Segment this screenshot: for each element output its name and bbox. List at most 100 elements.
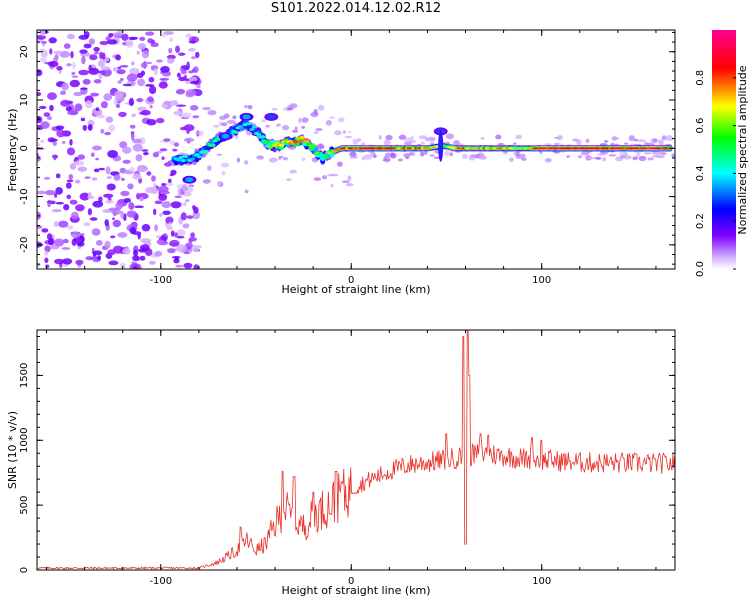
halo-blob — [603, 140, 609, 143]
noise-blob — [159, 148, 168, 152]
ridge-segment — [297, 140, 303, 144]
noise-blob — [175, 45, 180, 53]
noise-blob — [117, 80, 122, 84]
noise-blob — [112, 245, 124, 254]
halo-blob — [244, 104, 248, 109]
noise-blob — [62, 238, 69, 244]
ridge-segment — [292, 140, 298, 144]
noise-blob — [174, 195, 182, 199]
halo-blob — [665, 135, 673, 142]
noise-blob — [41, 40, 47, 44]
noise-blob — [190, 105, 199, 111]
ridge-segment — [180, 158, 186, 163]
halo-blob — [585, 138, 590, 143]
noise-blob — [83, 43, 92, 49]
halo-blob — [338, 117, 345, 123]
noise-blob — [105, 36, 111, 42]
noise-blob — [56, 66, 63, 71]
noise-blob — [135, 154, 143, 162]
noise-blob — [145, 84, 155, 87]
halo-blob — [196, 130, 204, 136]
noise-blob — [93, 168, 100, 173]
noise-blob — [176, 72, 181, 78]
noise-blob — [126, 73, 138, 82]
halo-blob — [378, 135, 382, 140]
halo-blob — [418, 135, 427, 140]
noise-blob — [37, 34, 46, 40]
noise-blob — [53, 192, 58, 198]
noise-blob — [66, 225, 74, 230]
noise-blob — [163, 31, 174, 35]
noise-blob — [136, 72, 144, 78]
halo-blob — [433, 156, 440, 159]
noise-blob — [93, 79, 102, 84]
noise-blob — [97, 255, 102, 261]
halo-blob — [390, 152, 397, 159]
noise-blob — [66, 194, 72, 200]
noise-blob — [192, 115, 200, 119]
noise-blob — [44, 245, 51, 253]
noise-blob — [138, 111, 148, 115]
noise-blob — [104, 219, 109, 227]
noise-blob — [61, 140, 66, 145]
halo-blob — [301, 117, 309, 123]
halo-blob — [301, 126, 306, 129]
halo-blob — [232, 115, 237, 120]
noise-blob — [105, 200, 115, 204]
ridge-segment — [249, 127, 255, 132]
halo-blob — [292, 129, 299, 133]
halo-blob — [602, 157, 607, 162]
noise-blob — [127, 183, 134, 190]
halo-blob — [659, 151, 667, 156]
noise-blob — [37, 262, 41, 267]
halo-blob — [445, 133, 454, 140]
noise-blob — [153, 208, 157, 216]
halo-blob — [495, 134, 502, 140]
noise-blob — [139, 196, 144, 202]
halo-blob — [658, 139, 664, 146]
noise-blob — [146, 171, 152, 176]
halo-blob — [321, 175, 328, 180]
halo-blob — [624, 142, 629, 145]
halo-blob — [652, 138, 658, 143]
noise-blob — [91, 228, 101, 236]
halo-blob — [557, 135, 563, 141]
halo-blob — [318, 104, 325, 111]
noise-blob — [158, 81, 168, 89]
noise-blob — [161, 156, 165, 160]
noise-blob — [118, 111, 127, 118]
noise-blob — [87, 124, 93, 131]
noise-blob — [46, 200, 56, 204]
noise-blob — [104, 240, 111, 249]
noise-blob — [92, 200, 104, 208]
noise-blob — [186, 128, 190, 135]
noise-blob — [56, 129, 65, 138]
noise-blob — [166, 182, 174, 186]
noise-blob — [187, 47, 196, 52]
y-tick-label: 0 — [19, 567, 30, 573]
noise-blob — [79, 192, 91, 201]
noise-blob — [51, 209, 62, 213]
halo-blob — [334, 130, 342, 136]
ridge-segment — [324, 155, 330, 159]
noise-blob — [75, 204, 85, 212]
ridge-segment — [176, 158, 182, 162]
noise-blob — [191, 56, 196, 60]
halo-blob — [652, 150, 661, 156]
noise-blob — [161, 183, 167, 186]
halo-blob — [545, 159, 551, 162]
noise-blob — [186, 61, 190, 70]
noise-blob — [175, 88, 186, 95]
noise-blob — [141, 149, 149, 152]
side-lobe-core — [267, 114, 276, 120]
noise-blob — [47, 92, 57, 100]
y-tick-label: 20 — [19, 45, 30, 58]
halo-blob — [427, 136, 436, 142]
halo-blob — [385, 134, 393, 141]
noise-blob — [73, 160, 85, 166]
noise-blob — [94, 51, 99, 55]
halo-blob — [429, 154, 436, 157]
noise-blob — [131, 61, 135, 66]
noise-blob — [38, 105, 47, 110]
halo-blob — [515, 134, 522, 140]
